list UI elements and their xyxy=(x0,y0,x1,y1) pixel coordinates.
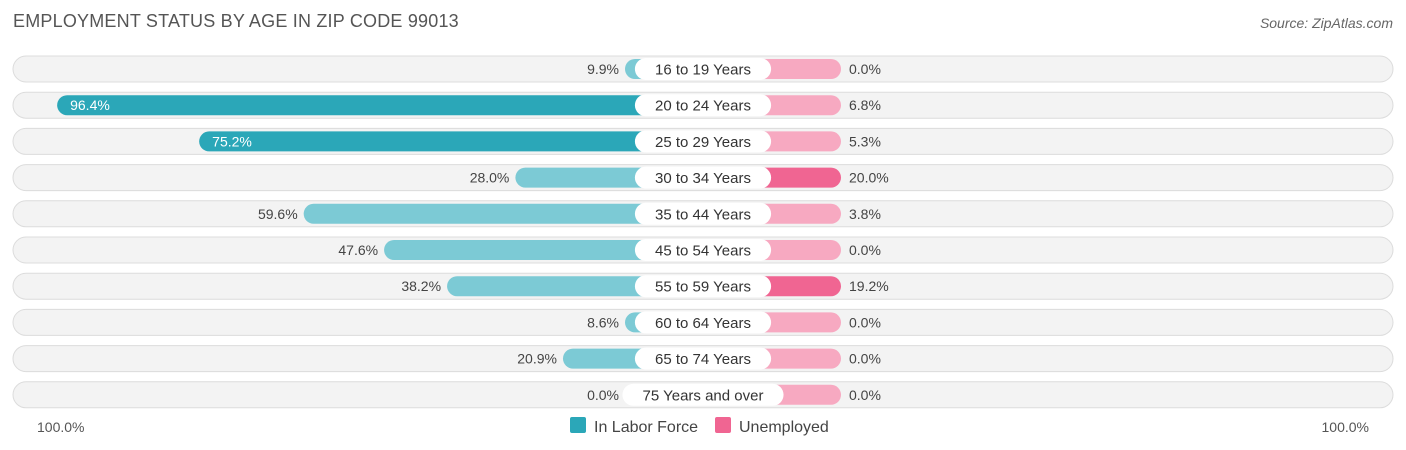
value-label-unemployed: 20.0% xyxy=(849,170,889,186)
category-pill xyxy=(634,311,772,334)
value-label-in-labor-force: 75.2% xyxy=(212,133,252,149)
value-label-unemployed: 0.0% xyxy=(849,314,881,330)
value-label-in-labor-force: 20.9% xyxy=(517,351,557,367)
chart-title: EMPLOYMENT STATUS BY AGE IN ZIP CODE 990… xyxy=(13,11,459,31)
category-label: 60 to 64 Years xyxy=(655,315,751,332)
category-pill xyxy=(634,94,772,117)
category-label: 35 to 44 Years xyxy=(655,206,751,223)
value-label-in-labor-force: 9.9% xyxy=(587,61,619,77)
value-label-unemployed: 0.0% xyxy=(849,242,881,258)
value-label-in-labor-force: 28.0% xyxy=(470,170,510,186)
category-pill xyxy=(634,275,772,298)
legend-label-in-labor-force: In Labor Force xyxy=(594,419,698,436)
category-label: 45 to 54 Years xyxy=(655,243,751,260)
category-label: 16 to 19 Years xyxy=(655,62,751,79)
axis-label-left: 100.0% xyxy=(37,419,84,435)
category-pill xyxy=(634,166,772,189)
category-label: 30 to 34 Years xyxy=(655,170,751,187)
value-label-unemployed: 0.0% xyxy=(849,61,881,77)
category-pill xyxy=(634,347,772,370)
category-pill xyxy=(634,239,772,261)
category-label: 25 to 29 Years xyxy=(655,134,751,151)
category-pill xyxy=(622,383,784,406)
category-pill xyxy=(634,130,772,153)
category-label: 65 to 74 Years xyxy=(655,351,751,368)
bar-in-labor-force[interactable] xyxy=(57,95,704,116)
value-label-unemployed: 3.8% xyxy=(849,206,881,222)
category-pill xyxy=(634,58,772,80)
category-label: 20 to 24 Years xyxy=(655,98,751,115)
value-label-unemployed: 5.3% xyxy=(849,133,881,149)
legend-label-unemployed: Unemployed xyxy=(739,419,829,436)
axis-label-right: 100.0% xyxy=(1322,419,1369,435)
value-label-in-labor-force: 8.6% xyxy=(587,314,619,330)
value-label-in-labor-force: 0.0% xyxy=(587,387,619,403)
legend-swatch-in-labor-force xyxy=(570,417,586,433)
category-pill xyxy=(634,202,772,225)
value-label-in-labor-force: 59.6% xyxy=(258,206,298,222)
value-label-in-labor-force: 47.6% xyxy=(338,242,378,258)
value-label-unemployed: 0.0% xyxy=(849,387,881,403)
value-label-unemployed: 6.8% xyxy=(849,97,881,113)
legend-swatch-unemployed xyxy=(715,417,731,433)
bar-in-labor-force[interactable] xyxy=(384,240,703,260)
category-label: 75 Years and over xyxy=(643,387,764,404)
source-credit: Source: ZipAtlas.com xyxy=(1259,15,1393,31)
value-label-unemployed: 19.2% xyxy=(849,278,889,294)
value-label-in-labor-force: 38.2% xyxy=(401,278,441,294)
category-label: 55 to 59 Years xyxy=(655,279,751,296)
value-label-in-labor-force: 96.4% xyxy=(70,97,110,113)
value-label-unemployed: 0.0% xyxy=(849,351,881,367)
bar-in-labor-force[interactable] xyxy=(303,203,703,224)
bar-in-labor-force[interactable] xyxy=(199,131,703,152)
